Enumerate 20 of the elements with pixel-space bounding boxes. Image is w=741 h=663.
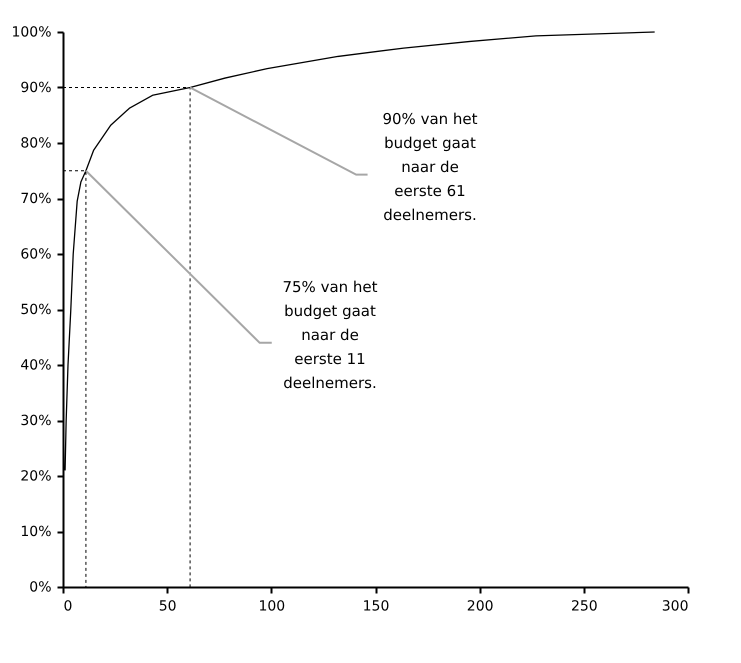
y-tick-label: 60% bbox=[20, 246, 52, 262]
y-tick-label: 90% bbox=[20, 80, 52, 96]
y-tick-label: 0% bbox=[29, 580, 52, 596]
x-tick-label: 300 bbox=[662, 598, 688, 614]
x-tick-label: 50 bbox=[158, 598, 177, 614]
y-tick-label: 50% bbox=[20, 302, 52, 318]
y-tick-label: 30% bbox=[20, 413, 52, 429]
x-tick-label: 250 bbox=[570, 598, 598, 614]
annotation: 90% van het budget gaat naar de eerste 61 deelnemers. bbox=[382, 110, 478, 224]
y-tick-label: 70% bbox=[20, 191, 52, 207]
x-tick-label: 150 bbox=[362, 598, 390, 614]
annotation: 75% van het budget gaat naar de eerste 11 deelnemers. bbox=[282, 278, 378, 392]
y-tick-label: 80% bbox=[20, 136, 52, 152]
y-tick-label: 100% bbox=[11, 24, 52, 40]
x-tick-label: 100 bbox=[258, 598, 286, 614]
y-tick-label: 20% bbox=[20, 468, 52, 484]
y-tick-label: 40% bbox=[20, 358, 52, 374]
x-tick-label: 0 bbox=[64, 598, 72, 614]
y-tick-label: 10% bbox=[20, 524, 52, 540]
x-tick-label: 200 bbox=[466, 598, 494, 614]
